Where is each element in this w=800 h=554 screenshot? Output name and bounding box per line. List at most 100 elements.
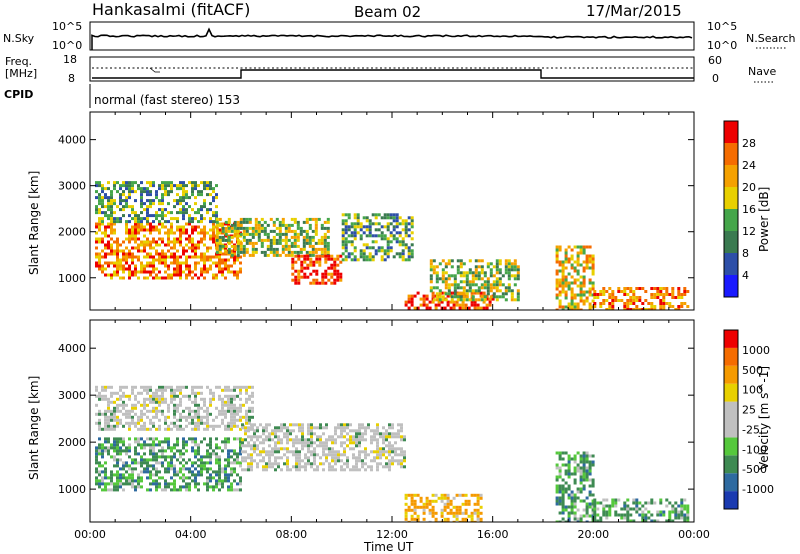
heatmap-cell: [588, 493, 592, 497]
heatmap-cell: [158, 397, 161, 401]
heatmap-cell: [510, 292, 514, 296]
heatmap-cell: [608, 513, 612, 517]
heatmap-cell: [334, 429, 337, 433]
heatmap-cell: [446, 300, 450, 304]
heatmap-cell: [632, 498, 636, 502]
heatmap-cell: [308, 235, 312, 239]
heatmap-cell: [429, 277, 433, 281]
heatmap-cell: [125, 464, 128, 468]
heatmap-cell: [635, 296, 639, 299]
heatmap-cell: [221, 409, 224, 413]
y-tick-label: 4000: [58, 134, 86, 147]
heatmap-cell: [579, 517, 583, 521]
heatmap-cell: [286, 441, 289, 445]
heatmap-cell: [206, 184, 209, 188]
heatmap-cell: [464, 508, 468, 512]
heatmap-cell: [431, 294, 435, 298]
heatmap-cell: [212, 228, 215, 232]
heatmap-cell: [155, 409, 158, 413]
heatmap-cell: [349, 438, 352, 442]
heatmap-cell: [233, 403, 236, 407]
heatmap-cell: [635, 299, 639, 302]
heatmap-cell: [218, 412, 221, 416]
heatmap-cell: [125, 228, 128, 232]
heatmap-cell: [194, 473, 197, 477]
heatmap-cell: [300, 269, 304, 273]
heatmap-cell: [191, 464, 194, 468]
heatmap-cell: [152, 246, 155, 250]
heatmap-cell: [318, 254, 322, 258]
heatmap-cell: [110, 237, 113, 241]
heatmap-cell: [253, 459, 256, 463]
heatmap-cell: [404, 258, 408, 262]
heatmap-cell: [256, 462, 259, 466]
heatmap-cell: [337, 435, 340, 439]
heatmap-cell: [467, 499, 471, 503]
heatmap-cell: [119, 418, 122, 422]
heatmap-cell: [176, 261, 179, 265]
heatmap-cell: [353, 234, 357, 238]
heatmap-cell: [206, 443, 209, 447]
heatmap-cell: [555, 287, 559, 291]
heatmap-cell: [400, 429, 403, 433]
heatmap-cell: [218, 235, 222, 239]
heatmap-cell: [116, 397, 119, 401]
heatmap-cell: [376, 468, 379, 472]
heatmap-cell: [585, 257, 589, 261]
heatmap-cell: [392, 219, 396, 223]
heatmap-cell: [561, 451, 565, 455]
heatmap-cell: [98, 482, 101, 486]
heatmap-cell: [473, 300, 477, 304]
heatmap-cell: [125, 199, 128, 203]
heatmap-cell: [339, 272, 343, 276]
heatmap-cell: [146, 443, 149, 447]
heatmap-cell: [585, 260, 589, 264]
heatmap-cell: [140, 479, 143, 483]
heatmap-cell: [471, 280, 475, 284]
heatmap-cell: [110, 220, 113, 224]
heatmap-cell: [653, 305, 657, 308]
heatmap-cell: [462, 274, 466, 278]
heatmap-cell: [131, 225, 134, 229]
heatmap-cell: [197, 211, 200, 215]
heatmap-cell: [215, 232, 219, 236]
heatmap-cell: [224, 238, 228, 242]
heatmap-cell: [230, 455, 233, 459]
heatmap-cell: [341, 231, 345, 235]
heatmap-cell: [128, 181, 131, 185]
heatmap-cell: [116, 205, 119, 209]
heatmap-cell: [197, 225, 200, 229]
heatmap-cell: [310, 423, 313, 427]
heatmap-cell: [155, 228, 158, 232]
heatmap-cell: [388, 441, 391, 445]
heatmap-cell: [221, 267, 224, 271]
heatmap-cell: [164, 231, 167, 235]
heatmap-cell: [510, 274, 514, 278]
heatmap-cell: [215, 193, 218, 197]
heatmap-cell: [164, 264, 167, 268]
heatmap-cell: [453, 286, 457, 290]
heatmap-cell: [504, 268, 508, 272]
heatmap-cell: [185, 482, 188, 486]
heatmap-cell: [161, 400, 164, 404]
heatmap-cell: [143, 461, 146, 465]
heatmap-cell: [608, 510, 612, 514]
heatmap-cell: [140, 222, 143, 226]
heatmap-cell: [263, 220, 267, 224]
heatmap-cell: [305, 235, 309, 239]
heatmap-cell: [564, 278, 568, 282]
heatmap-cell: [579, 308, 583, 310]
heatmap-cell: [441, 298, 445, 302]
colorbar-tick-label: 4: [742, 269, 749, 282]
heatmap-cell: [107, 264, 110, 268]
heatmap-cell: [315, 254, 319, 258]
heatmap-cell: [110, 470, 113, 474]
heatmap-cell: [304, 438, 307, 442]
heatmap-cell: [167, 415, 170, 419]
heatmap-cell: [355, 444, 358, 448]
heatmap-cell: [206, 418, 209, 422]
heatmap-cell: [230, 473, 233, 477]
heatmap-cell: [368, 231, 372, 235]
heatmap-cell: [259, 435, 262, 439]
heatmap-cell: [419, 505, 423, 509]
